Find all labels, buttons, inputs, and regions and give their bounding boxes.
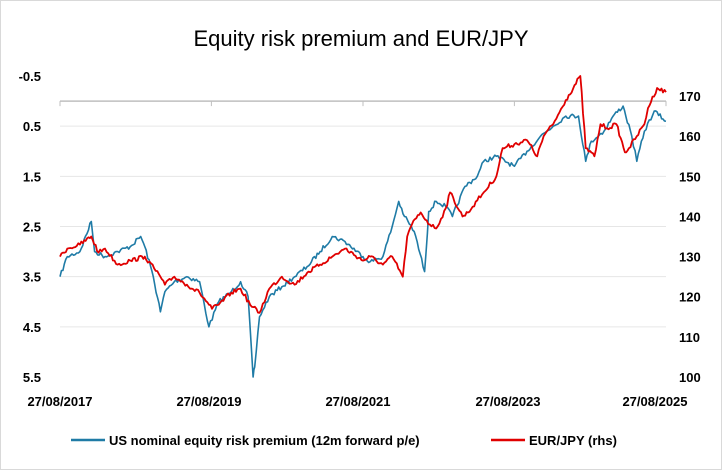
left-tick-label: 2.5 (23, 220, 41, 235)
right-tick-label: 120 (679, 290, 701, 305)
left-tick-label: 3.5 (23, 270, 41, 285)
x-tick-label: 27/08/2021 (325, 394, 390, 409)
erp-series-line (59, 105, 667, 378)
left-tick-label: 4.5 (23, 320, 41, 335)
right-tick-label: 140 (679, 209, 701, 224)
left-tick-label: -0.5 (19, 69, 41, 84)
right-tick-label: 130 (679, 250, 701, 265)
right-tick-label: 150 (679, 169, 701, 184)
chart-title: Equity risk premium and EUR/JPY (194, 26, 529, 51)
left-axis-ticks: -0.5 0.5 1.5 2.5 3.5 4.5 5.5 (19, 69, 41, 385)
gridlines (59, 100, 667, 328)
series-lines (59, 75, 667, 378)
left-tick-label: 0.5 (23, 119, 41, 134)
left-tick-label: 5.5 (23, 370, 41, 385)
x-tick-label: 27/08/2023 (475, 394, 540, 409)
right-tick-label: 100 (679, 370, 701, 385)
right-tick-label: 110 (679, 330, 700, 345)
right-tick-label: 170 (679, 89, 701, 104)
x-tick-label: 27/08/2019 (176, 394, 241, 409)
right-tick-label: 160 (679, 129, 701, 144)
eurjpy-series-line (59, 75, 667, 314)
legend: US nominal equity risk premium (12m forw… (71, 433, 617, 448)
x-axis-ticks: 27/08/2017 27/08/2019 27/08/2021 27/08/2023… (27, 394, 687, 409)
legend-label: EUR/JPY (rhs) (529, 433, 617, 448)
legend-label: US nominal equity risk premium (12m forw… (109, 433, 420, 448)
right-axis-ticks: 100 110 120 130 140 150 160 170 (679, 89, 701, 385)
x-tick-label: 27/08/2025 (622, 394, 687, 409)
left-tick-label: 1.5 (23, 169, 41, 184)
x-tick-label: 27/08/2017 (27, 394, 92, 409)
